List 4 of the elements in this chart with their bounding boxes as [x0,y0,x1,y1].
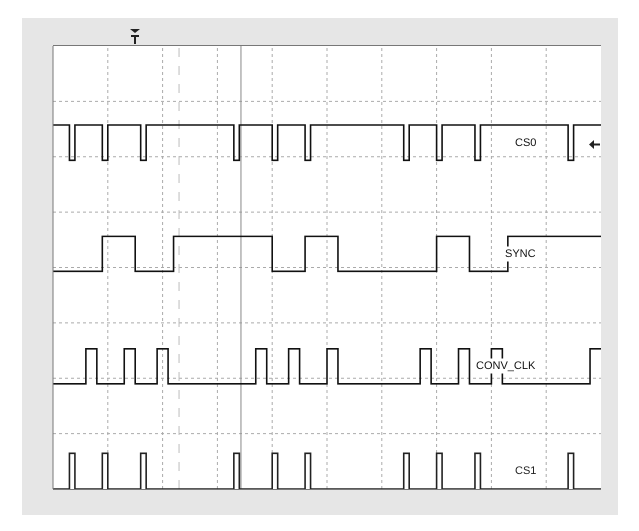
series-label: CS0 [515,137,536,149]
series-label: SYNC [505,248,536,260]
series-label: CS1 [515,465,536,477]
series-label: CONV_CLK [476,360,536,372]
